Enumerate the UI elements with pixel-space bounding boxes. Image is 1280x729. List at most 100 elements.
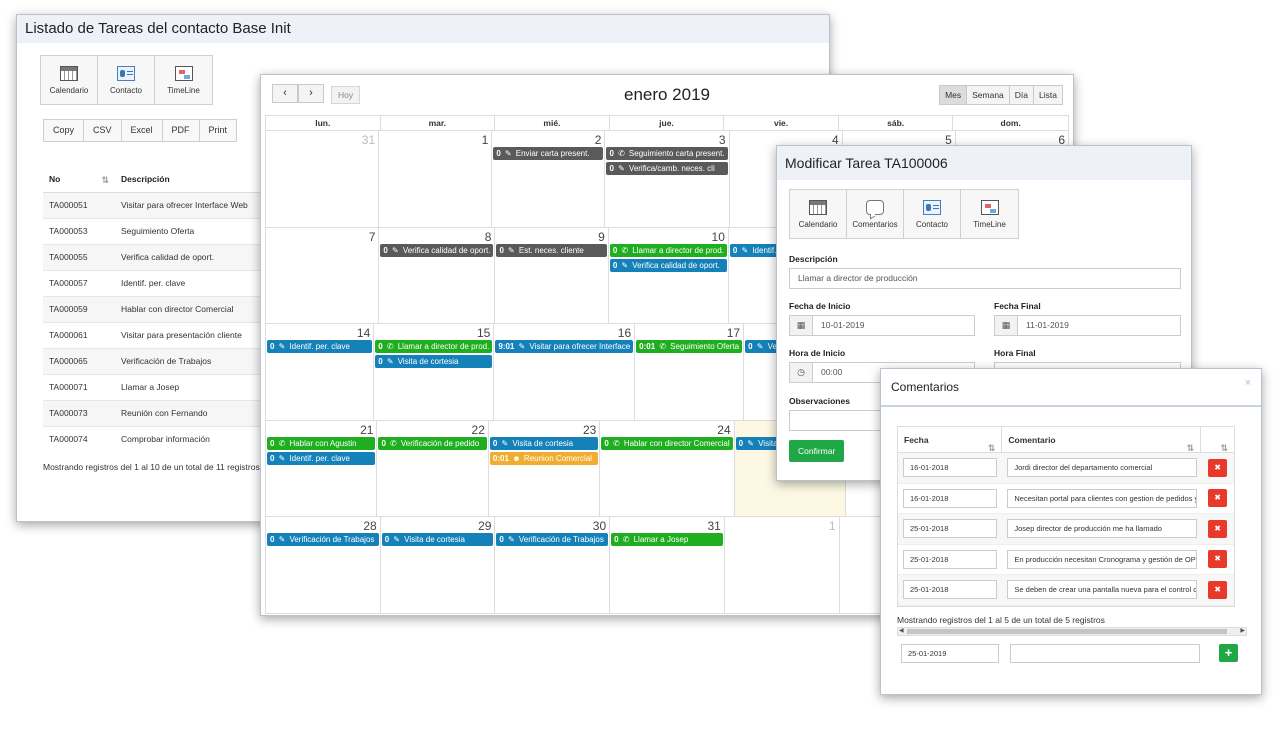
calendar-day[interactable]: 8 0 ✎ Verifica calidad de oport. — [379, 227, 496, 324]
calendar-day[interactable]: 7 — [266, 227, 380, 324]
calendar-event[interactable]: 0 ✆ Hablar con Agustin — [267, 436, 376, 450]
prev-month-button[interactable]: ‹ — [272, 84, 298, 103]
view-button-0[interactable]: Mes — [940, 86, 968, 104]
new-comment-date-input[interactable]: 25-01-2019 — [901, 644, 999, 663]
column-header-description[interactable]: Descripción — [115, 167, 283, 193]
close-icon[interactable]: × — [1244, 377, 1251, 389]
csv-button[interactable]: CSV — [84, 120, 122, 141]
view-button-1[interactable]: Semana — [967, 86, 1010, 104]
calendar-day[interactable]: 15 0 ✆ Llamar a director de prod. 0 ✎ Visita d… — [374, 324, 495, 421]
column-header-no[interactable]: No ⇅ — [43, 167, 115, 193]
calendar-day[interactable]: 28 0 ✎ Verificación de Trabajos — [266, 517, 381, 614]
calendar-event[interactable]: 0 ✎ Verificación de Trabajos — [496, 533, 609, 546]
timeline-view-button[interactable]: TimeLine — [155, 56, 212, 104]
scrollbar-thumb[interactable] — [907, 629, 1227, 634]
comment-date-input[interactable]: 16-01-2018 — [903, 488, 997, 508]
sort-icon[interactable]: ⇅ — [1220, 442, 1228, 453]
calendar-event[interactable]: 0 ✎ Enviar carta present. — [493, 147, 604, 160]
calendar-event[interactable]: 0✎Identif. per. clave — [267, 340, 373, 353]
table-row[interactable]: TA000051 Visitar para ofrecer Interface W… — [43, 191, 283, 218]
calendar-day[interactable]: 23 0 ✎ Visita de cortesia 0:01 ☻ Reunion Comer… — [488, 420, 601, 517]
calendar-event[interactable]: 0 ✆ Verificación de pedido — [378, 436, 487, 450]
comment-date-input[interactable]: 25-01-2018 — [903, 549, 997, 569]
calendar-event[interactable]: 0:01 ☻ Reunion Comercial — [489, 451, 599, 465]
comment-text-input[interactable]: Necesitan portal para clientes con gesti… — [1007, 488, 1198, 508]
add-comment-button[interactable]: + — [1219, 644, 1238, 662]
table-row[interactable]: TA000055 Verifica calidad de oport. — [43, 243, 283, 270]
calendar-day[interactable]: 17 0:01 ✆ Seguimiento Oferta — [635, 324, 745, 421]
end-date-input[interactable]: 11-01-2019 — [1017, 315, 1181, 336]
calendar-day[interactable]: 30 0 ✎ Verificación de Trabajos — [495, 517, 611, 614]
sort-icon[interactable]: ⇅ — [987, 442, 996, 453]
delete-comment-button[interactable]: ✖ — [1208, 550, 1228, 569]
calendar-event[interactable]: 0 ✎ Verifica calidad de oport. — [380, 243, 494, 257]
today-button[interactable]: Hoy — [331, 86, 361, 104]
calendar-event[interactable]: 0 ✎ Visita de cortesia — [381, 533, 494, 546]
delete-comment-button[interactable]: ✖ — [1208, 580, 1228, 599]
confirm-button[interactable]: Confirmar — [789, 440, 845, 462]
contact-view-button[interactable]: Contacto — [98, 56, 155, 104]
calendar-day[interactable]: 1 — [379, 131, 493, 228]
calendar-day[interactable]: 3 0 ✆ Seguimiento carta present. 0 ✎ Verifica/… — [605, 131, 730, 228]
calendar-event[interactable]: 0✎Identif. per. clave — [267, 451, 376, 465]
calendar-day[interactable]: 21 0 ✆ Hablar con Agustin 0 ✎ Identif. per. cl… — [266, 420, 378, 517]
start-date-input[interactable]: 10-01-2019 — [812, 315, 975, 336]
delete-comment-button[interactable]: ✖ — [1208, 489, 1228, 508]
comments-view-button[interactable]: Comentarios — [847, 190, 904, 238]
calendar-event[interactable]: 0 ✆ Llamar a director de prod. — [375, 340, 493, 353]
table-row[interactable]: TA000074 Comprobar información — [43, 425, 283, 452]
calendar-event[interactable]: 0 ✎ Est. neces. cliente — [496, 243, 607, 257]
calendar-day[interactable]: 2 0 ✎ Enviar carta present. — [492, 131, 606, 228]
calendar-event[interactable]: 0:01 ✆ Seguimiento Oferta — [636, 340, 743, 353]
calendar-day[interactable]: 31 — [266, 131, 380, 228]
table-row[interactable]: TA000057 Identif. per. clave — [43, 269, 283, 296]
next-month-button[interactable]: › — [298, 84, 324, 103]
delete-comment-button[interactable]: ✖ — [1208, 458, 1228, 477]
comment-text-input[interactable]: Jordi director del departamento comercia… — [1007, 458, 1198, 478]
table-row[interactable]: TA000065 Verificación de Trabajos — [43, 347, 283, 374]
sort-icon[interactable]: ⇅ — [1186, 442, 1195, 453]
contact-view-button[interactable]: Contacto — [904, 190, 961, 238]
calendar-day[interactable]: 24 0 ✆ Hablar con director Comercial — [600, 420, 735, 517]
calendar-day[interactable]: 29 0 ✎ Visita de cortesia — [380, 517, 496, 614]
excel-button[interactable]: Excel — [121, 120, 163, 141]
comment-text-input[interactable]: Se deben de crear una pantalla nueva par… — [1007, 580, 1198, 600]
comment-date-input[interactable]: 25-01-2018 — [903, 519, 997, 539]
view-button-2[interactable]: Día — [1009, 86, 1035, 104]
calendar-event[interactable]: 0 ✎ Verifica/camb. neces. cli — [606, 162, 728, 175]
scroll-right-icon[interactable]: ▶ — [1240, 628, 1245, 634]
clock-icon[interactable]: ◷ — [789, 362, 813, 383]
description-input[interactable]: Llamar a director de producción — [789, 268, 1181, 289]
calendar-event[interactable]: 0 ✎ Visita de cortesia — [489, 436, 599, 450]
calendar-view-button[interactable]: Calendario — [41, 56, 98, 104]
calendar-day[interactable]: 22 0 ✆ Verificación de pedido — [377, 420, 489, 517]
print-button[interactable]: Print — [199, 120, 237, 141]
end-date-calendar-icon[interactable]: ▦ — [994, 315, 1018, 336]
table-row[interactable]: TA000059 Hablar con director Comercial — [43, 295, 283, 322]
calendar-event[interactable]: 0 ✆ Seguimiento carta present. — [606, 147, 728, 160]
pdf-button[interactable]: PDF — [162, 120, 200, 141]
delete-comment-button[interactable]: ✖ — [1208, 519, 1228, 538]
timeline-view-button[interactable]: TimeLine — [961, 190, 1018, 238]
scroll-left-icon[interactable]: ◀ — [899, 628, 904, 634]
comment-text-input[interactable]: En producción necesitan Cronograma y ges… — [1007, 549, 1198, 569]
column-header-actions[interactable]: ⇅ — [1201, 427, 1234, 453]
calendar-day[interactable]: 31 0 ✆ Llamar a Josep — [610, 517, 725, 614]
comment-date-input[interactable]: 16-01-2018 — [903, 458, 997, 478]
calendar-event[interactable]: 0 ✆ Llamar a Josep — [611, 533, 723, 546]
table-row[interactable]: TA000061 Visitar para presentación client… — [43, 321, 283, 348]
comment-text-input[interactable]: Josep director de producción me ha llama… — [1007, 519, 1198, 539]
table-row[interactable]: TA000053 Seguimiento Oferta — [43, 217, 283, 244]
calendar-day[interactable]: 10 0 ✆ Llamar a director de prod. 0 ✎ Verifica… — [608, 227, 729, 324]
start-date-calendar-icon[interactable]: ▦ — [789, 315, 813, 336]
comment-date-input[interactable]: 25-01-2018 — [903, 580, 997, 600]
calendar-event[interactable]: 0 ✎ Visita de cortesia — [375, 355, 493, 368]
calendar-event[interactable]: 0 ✆ Llamar a director de prod. — [609, 243, 727, 257]
column-header-comment[interactable]: Comentario ⇅ — [1002, 426, 1202, 453]
calendar-day[interactable]: 14 0 ✎ Identif. per. clave — [266, 324, 375, 421]
calendar-event[interactable]: 0 ✆ Hablar con director Comercial — [601, 436, 733, 450]
calendar-event[interactable]: 0 ✎ Verificación de Trabajos — [267, 533, 379, 546]
sort-icon[interactable]: ⇅ — [101, 175, 109, 185]
table-row[interactable]: TA000073 Reunión con Fernando — [43, 399, 283, 426]
copy-button[interactable]: Copy — [44, 120, 85, 141]
